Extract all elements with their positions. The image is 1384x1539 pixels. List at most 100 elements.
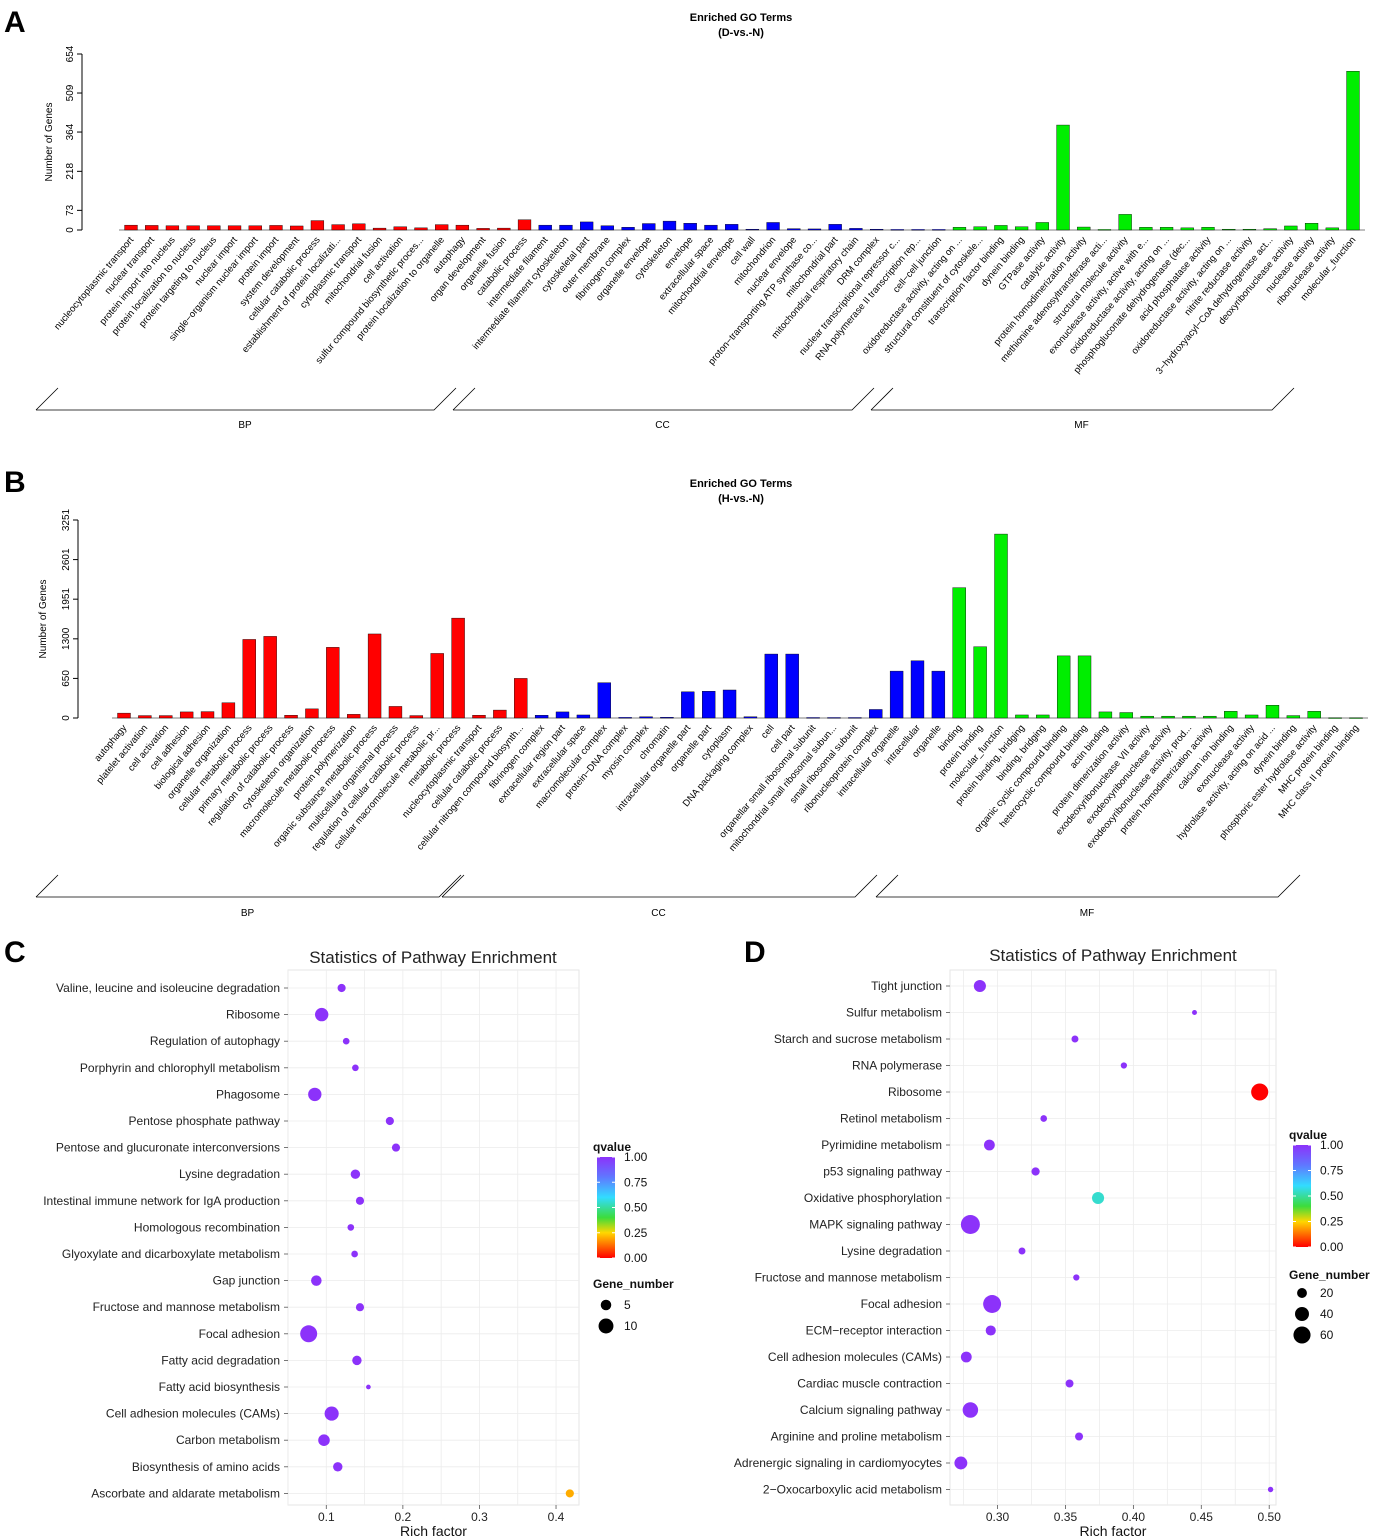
bar (743, 716, 758, 719)
x-tick-label: 0.1 (318, 1510, 335, 1524)
data-point (366, 1384, 371, 1390)
bar (451, 617, 465, 719)
group-bracket (870, 387, 1295, 411)
bar (621, 227, 635, 231)
bar (1036, 714, 1050, 719)
chart-title: Enriched GO Terms (690, 12, 793, 24)
bar (1056, 655, 1071, 719)
bar (827, 717, 841, 719)
bar (159, 715, 173, 719)
data-point (355, 1303, 365, 1312)
data-point (352, 1064, 359, 1072)
colorbar-label: 0.50 (624, 1201, 648, 1215)
bar (186, 225, 200, 231)
pathway-label: Adrenergic signaling in cardiomyocytes (734, 1456, 942, 1470)
x-tick-label: 0.4 (548, 1510, 565, 1524)
data-point (565, 1489, 574, 1498)
bar (242, 639, 256, 719)
pathway-label: Cell adhesion molecules (CAMs) (768, 1350, 942, 1364)
bar (849, 228, 863, 231)
colorbar-label: 0.75 (624, 1175, 648, 1189)
bar (367, 633, 382, 719)
bar (414, 227, 428, 231)
go-bar-chart-a: Enriched GO Terms (D-vs.-N) 0 73 218 364 509 65… (35, 12, 1365, 431)
pathway-label: RNA polymerase (852, 1059, 942, 1073)
bar (973, 646, 987, 719)
group-bracket (441, 874, 878, 898)
bar (1098, 711, 1113, 719)
panel-label-a: A (4, 6, 26, 39)
bar (263, 636, 277, 719)
y-tick-label: 1951 (61, 588, 72, 611)
pathway-label: Pyrimidine metabolism (821, 1138, 942, 1152)
bar (476, 228, 490, 231)
pathway-label: ECM−receptor interaction (806, 1324, 942, 1338)
pathway-label: Retinol metabolism (840, 1112, 942, 1126)
legend-size-title: Gene_number (593, 1277, 674, 1291)
bar (352, 223, 366, 231)
size-legend-point (598, 1318, 614, 1334)
y-tick-label: 509 (65, 84, 76, 101)
bar (1201, 227, 1215, 231)
chart-title: Enriched GO Terms (690, 478, 793, 490)
bar (952, 587, 966, 719)
chart-title: Statistics of Pathway Enrichment (989, 946, 1237, 965)
bar (409, 715, 424, 719)
pathway-label: Gap junction (213, 1274, 280, 1288)
colorbar-label: 0.00 (1320, 1240, 1344, 1254)
y-tick-label: 0 (61, 715, 72, 721)
bar (1265, 705, 1280, 719)
bar (538, 224, 552, 231)
data-point (1073, 1274, 1080, 1281)
data-point (315, 1007, 329, 1022)
bar (534, 715, 549, 719)
bar (284, 715, 298, 719)
bar (269, 225, 283, 231)
bar (124, 224, 138, 231)
pathway-label: Carbon metabolism (176, 1433, 280, 1447)
bar (331, 224, 345, 231)
data-point (347, 1224, 355, 1231)
bar (1349, 717, 1363, 719)
bar (1244, 714, 1259, 719)
bar (305, 708, 319, 719)
data-point (337, 983, 346, 993)
bar (517, 219, 532, 231)
data-point (308, 1087, 322, 1102)
qvalue-colorbar (597, 1157, 615, 1258)
size-legend-point (1295, 1307, 1309, 1321)
bar (1161, 715, 1175, 719)
group-bracket (35, 387, 457, 411)
bar (1014, 226, 1029, 231)
pathway-label: Regulation of autophagy (150, 1034, 280, 1048)
x-tick-label: 0.45 (1190, 1510, 1214, 1524)
bar (681, 691, 695, 719)
pathway-label: Focal adhesion (861, 1297, 942, 1311)
colorbar-label: 0.00 (624, 1251, 648, 1265)
bar (227, 225, 242, 231)
data-point (1065, 1379, 1074, 1388)
bar (869, 709, 883, 719)
bar (1118, 214, 1132, 231)
bar (310, 220, 325, 231)
data-point (960, 1215, 980, 1234)
size-legend-point (1293, 1326, 1311, 1344)
bar (145, 225, 159, 231)
y-tick-label: 364 (65, 123, 76, 140)
data-point (1018, 1247, 1026, 1255)
data-point (342, 1037, 350, 1045)
colorbar-label: 0.50 (1320, 1189, 1344, 1203)
data-point (1031, 1167, 1040, 1176)
bar (704, 224, 718, 231)
data-point (983, 1295, 1002, 1313)
colorbar-label: 1.00 (624, 1150, 648, 1164)
bar (785, 653, 799, 719)
bar (555, 711, 570, 719)
y-tick-label: 650 (61, 670, 72, 687)
pathway-label: Fatty acid degradation (161, 1353, 280, 1367)
pathway-label: Fatty acid biosynthesis (159, 1380, 280, 1394)
bar (642, 223, 656, 231)
pathway-label: Starch and sucrose metabolism (774, 1032, 942, 1046)
y-tick-label: 2601 (61, 548, 72, 571)
bar (221, 702, 236, 719)
